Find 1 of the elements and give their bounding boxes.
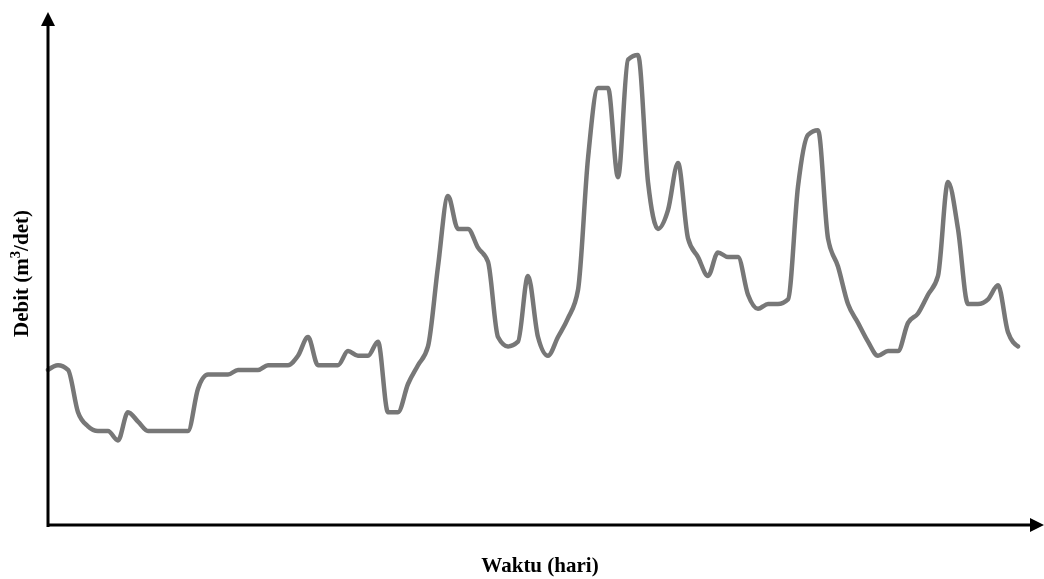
x-axis-title: Waktu (hari) (481, 553, 599, 577)
